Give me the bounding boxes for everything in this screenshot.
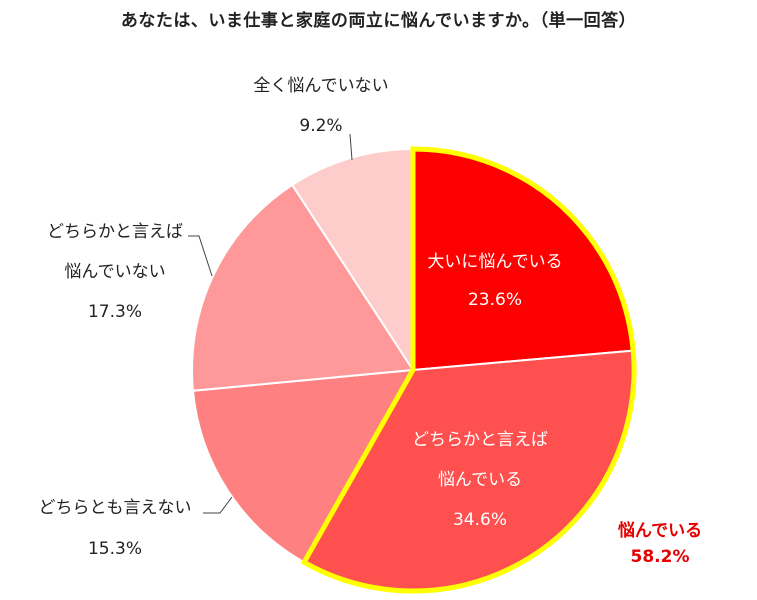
leader-line-mattaku <box>349 133 353 161</box>
chart-title: あなたは、いま仕事と家庭の両立に悩んでいますか。（単一回答） <box>120 11 637 31</box>
slice-mattaku <box>290 147 414 374</box>
slice-label-dochiraka-nayandenai-value: 17.3% <box>87 302 142 322</box>
leader-line-dochiratomo <box>203 496 233 514</box>
slice-label-daini: 大いに悩んでいる 23.6% <box>400 252 590 310</box>
slice-label-daini-value: 23.6% <box>467 290 522 310</box>
slice-label-dochiraka-nayandenai-line1: どちらかと言えば <box>47 222 183 242</box>
slice-dochiraka-nayandenai <box>191 183 415 392</box>
highlight-outline <box>300 146 637 594</box>
slice-label-dochiraka-nayanderu-line2: 悩んでいる <box>437 470 523 490</box>
highlight-summary: 悩んでいる 58.2% <box>595 518 725 570</box>
highlight-summary-value: 58.2% <box>630 547 690 567</box>
slice-label-dochiratomo-name: どちらとも言えない <box>38 498 192 518</box>
slice-label-dochiraka-nayandenai: どちらかと言えば 悩んでいない 17.3% <box>20 222 210 322</box>
slice-label-dochiraka-nayanderu: どちらかと言えば 悩んでいる 34.6% <box>385 430 575 530</box>
slice-label-dochiratomo-value: 15.3% <box>87 539 142 559</box>
slice-label-dochiraka-nayandenai-line2: 悩んでいない <box>64 262 166 282</box>
slice-label-mattaku-value: 9.2% <box>299 116 343 136</box>
slice-label-mattaku: 全く悩んでいない 9.2% <box>236 76 406 136</box>
slice-label-daini-name: 大いに悩んでいる <box>427 252 563 272</box>
leader-line-dochiraka-nayandenai <box>188 235 213 277</box>
slice-label-dochiratomo: どちらとも言えない 15.3% <box>20 498 210 559</box>
slice-label-dochiraka-nayanderu-line1: どちらかと言えば <box>412 430 548 450</box>
slice-dochiratomo <box>191 368 415 564</box>
slice-label-mattaku-name: 全く悩んでいない <box>253 76 389 96</box>
slice-label-dochiraka-nayanderu-value: 34.6% <box>452 510 507 530</box>
highlight-summary-label: 悩んでいる <box>617 521 703 541</box>
